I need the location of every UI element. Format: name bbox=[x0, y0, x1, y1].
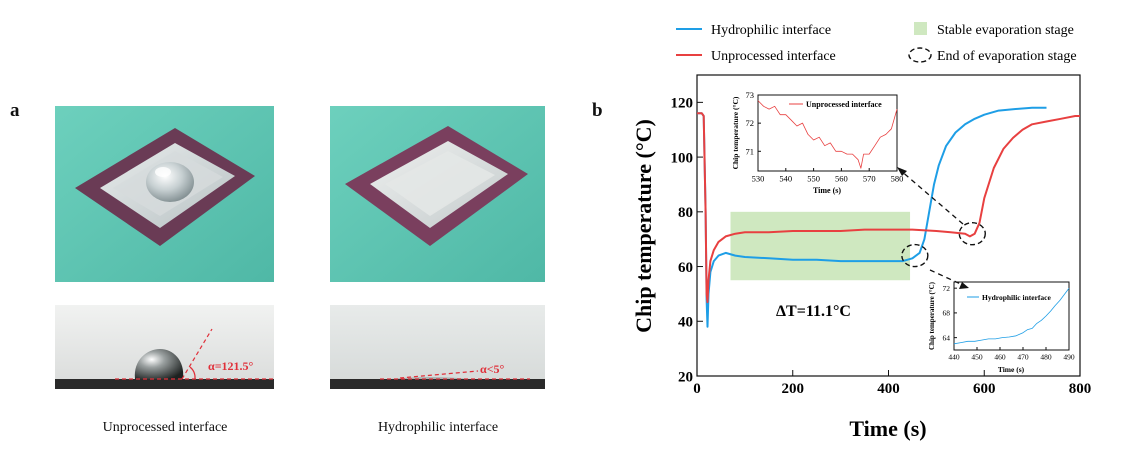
unprocessed-angle-label: α=121.5° bbox=[208, 359, 254, 373]
leader-arrow-unprocessed bbox=[899, 169, 964, 225]
main-xtick-label-0: 0 bbox=[693, 381, 701, 397]
main-series-unprocessed bbox=[697, 112, 1080, 304]
main-ytick-label-4: 100 bbox=[671, 150, 694, 166]
stable-evaporation-region bbox=[730, 211, 911, 281]
inset-hydrophilic-xtick-label-5: 490 bbox=[1063, 353, 1075, 362]
main-xtick-label-3: 600 bbox=[973, 381, 996, 397]
leader-arrowhead-hydrophilic bbox=[959, 282, 969, 289]
main-ytick-label-0: 20 bbox=[678, 369, 693, 385]
inset-unprocessed-legend-label: Unprocessed interface bbox=[806, 100, 882, 109]
inset-hydrophilic-frame bbox=[953, 281, 1070, 351]
inset-unprocessed-xtick-label-5: 580 bbox=[891, 174, 904, 184]
main-ytick-label-5: 120 bbox=[671, 96, 694, 112]
main-xtick-label-1: 200 bbox=[782, 381, 805, 397]
inset-hydrophilic-ytick-label-1: 68 bbox=[943, 309, 951, 318]
unprocessed-contact-angle-photo bbox=[55, 305, 274, 389]
legend-swatch-end bbox=[908, 47, 932, 63]
inset-hydrophilic-ylabel: Chip temperature (°C) bbox=[928, 281, 936, 350]
inset-hydrophilic-xlabel: Time (s) bbox=[998, 365, 1025, 374]
panel-b-letter: b bbox=[592, 100, 603, 121]
unprocessed-chip-photo bbox=[55, 106, 274, 282]
inset-hydrophilic-ytick-label-0: 64 bbox=[943, 333, 951, 342]
main-xlabel: Time (s) bbox=[849, 416, 926, 441]
inset-unprocessed-xlabel: Time (s) bbox=[813, 186, 841, 195]
leader-arrow-hydrophilic bbox=[929, 269, 966, 287]
main-xtick-label-4: 800 bbox=[1069, 381, 1092, 397]
legend: Hydrophilic interface Unprocessed interf… bbox=[676, 22, 1077, 64]
inset-hydrophilic-xtick-label-4: 480 bbox=[1040, 353, 1052, 362]
inset-unprocessed-xtick-label-3: 560 bbox=[835, 174, 848, 184]
inset-hydrophilic-xtick-label-1: 450 bbox=[971, 353, 983, 362]
inset-unprocessed-ytick-label-1: 72 bbox=[746, 118, 755, 128]
hydrophilic-contact-angle-photo bbox=[330, 305, 545, 389]
main-ylabel: Chip temperature (°C) bbox=[631, 119, 656, 333]
inset-unprocessed-ytick-label-2: 73 bbox=[746, 90, 755, 100]
main-ytick-label-1: 40 bbox=[678, 315, 693, 331]
hydrophilic-angle-label: α<5° bbox=[480, 362, 505, 376]
inset-hydrophilic-xtick-label-3: 470 bbox=[1017, 353, 1029, 362]
inset-unprocessed-ytick-label-0: 71 bbox=[746, 146, 755, 156]
legend-label-unprocessed: Unprocessed interface bbox=[711, 49, 836, 64]
hydrophilic-caption: Hydrophilic interface bbox=[377, 420, 499, 435]
inset-unprocessed-xtick-label-1: 540 bbox=[779, 174, 792, 184]
inset-hydrophilic-xtick-label-0: 440 bbox=[948, 353, 960, 362]
inset-unprocessed-xtick-label-2: 550 bbox=[807, 174, 820, 184]
panel-a-letter: a bbox=[10, 100, 20, 121]
main-ytick-label-2: 60 bbox=[678, 260, 693, 276]
inset-unprocessed-xtick-label-0: 530 bbox=[752, 174, 765, 184]
inset-unprocessed-xtick-label-4: 570 bbox=[863, 174, 876, 184]
end-evaporation-marker-1 bbox=[958, 222, 986, 246]
inset-hydrophilic-legend-label: Hydrophilic interface bbox=[982, 293, 1051, 302]
inset-hydrophilic-ytick-label-2: 72 bbox=[943, 284, 951, 293]
legend-swatch-stable bbox=[914, 22, 927, 35]
inset-unprocessed-ylabel: Chip temperature (°C) bbox=[731, 96, 740, 169]
legend-label-end: End of evaporation stage bbox=[937, 49, 1077, 64]
main-ytick-label-3: 80 bbox=[678, 205, 693, 221]
inset-hydrophilic-xtick-label-2: 460 bbox=[994, 353, 1006, 362]
leader-arrowhead-unprocessed bbox=[897, 167, 907, 176]
unprocessed-caption: Unprocessed interface bbox=[102, 420, 228, 435]
legend-label-stable: Stable evaporation stage bbox=[937, 23, 1074, 38]
end-evaporation-marker-0 bbox=[901, 243, 929, 268]
inset-unprocessed-frame bbox=[757, 94, 898, 172]
inset-unprocessed-series-unprocessed bbox=[757, 100, 898, 169]
delta-t-label: ΔT=11.1°C bbox=[776, 303, 851, 320]
inset-hydrophilic-series-hydrophilic bbox=[953, 287, 1070, 345]
hydrophilic-chip-photo bbox=[330, 106, 545, 282]
main-xtick-label-2: 400 bbox=[877, 381, 900, 397]
legend-label-hydrophilic: Hydrophilic interface bbox=[711, 23, 831, 38]
main-plot-frame bbox=[696, 74, 1081, 377]
main-series-hydrophilic bbox=[697, 106, 1047, 328]
